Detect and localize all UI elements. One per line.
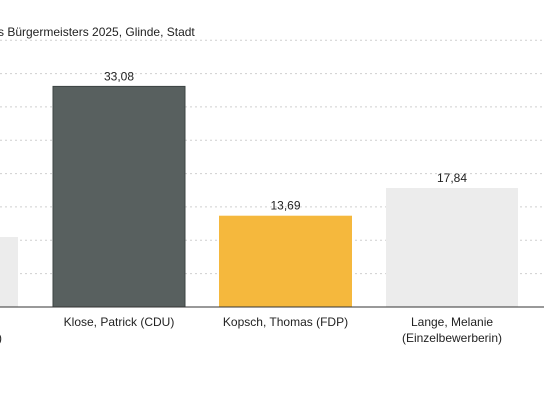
value-label-3: 13,69 [270, 199, 300, 213]
category-label-4-2: (Einzelbewerberin) [402, 331, 502, 345]
bar-4 [386, 188, 518, 307]
category-labels: ) Klose, Patrick (CDU) Kopsch, Thomas (FDP… [0, 315, 502, 345]
value-label-4: 17,84 [437, 171, 467, 185]
value-labels: 33,08 13,69 17,84 [104, 69, 467, 212]
bars [0, 85, 518, 308]
bar-1 [0, 237, 18, 307]
category-label-2-1: Klose, Patrick (CDU) [64, 315, 175, 329]
bar-2 [52, 85, 186, 308]
value-label-2: 33,08 [104, 69, 134, 83]
category-label-4-1: Lange, Melanie [411, 315, 493, 329]
chart-title: s Bürgermeisters 2025, Glinde, Stadt [0, 25, 195, 39]
category-label-1-2: ) [0, 331, 2, 345]
bar-3 [219, 215, 352, 307]
category-label-3-1: Kopsch, Thomas (FDP) [223, 315, 348, 329]
